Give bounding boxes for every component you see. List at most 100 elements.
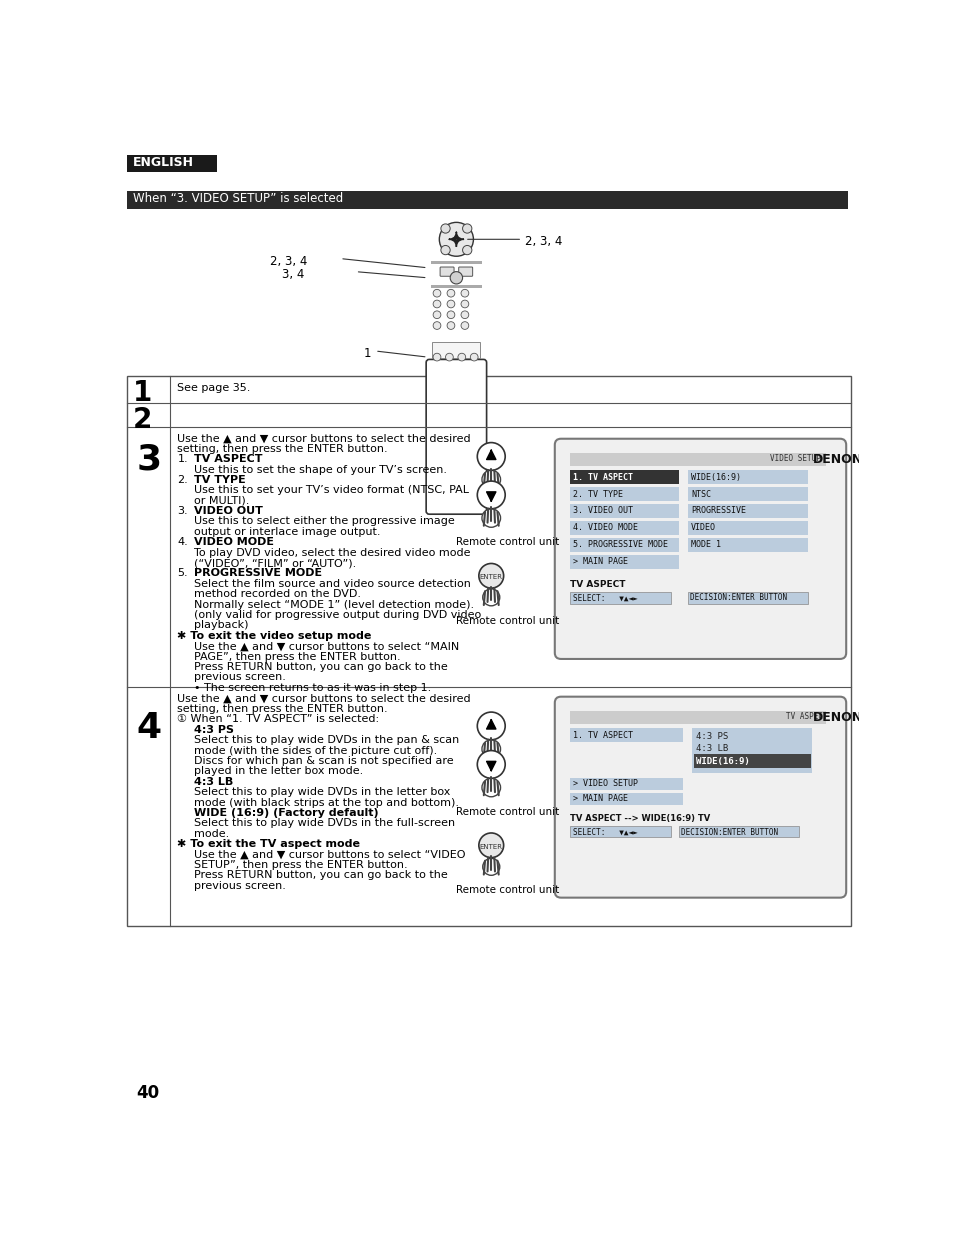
Text: TV ASPECT --> WIDE(16:9) TV: TV ASPECT --> WIDE(16:9) TV — [570, 814, 710, 824]
Bar — [570, 538, 679, 552]
Circle shape — [476, 443, 505, 470]
Text: 1. TV ASPECT: 1. TV ASPECT — [573, 731, 633, 740]
Text: Select the film source and video source detection: Select the film source and video source … — [194, 579, 471, 589]
Text: When “3. VIDEO SETUP” is selected: When “3. VIDEO SETUP” is selected — [133, 192, 343, 205]
Text: 3: 3 — [136, 443, 161, 476]
Text: PAGE”, then press the ENTER button.: PAGE”, then press the ENTER button. — [194, 652, 400, 662]
Text: (“VIDEO”, “FILM” or “AUTO”).: (“VIDEO”, “FILM” or “AUTO”). — [194, 558, 356, 568]
Circle shape — [481, 508, 500, 527]
Text: 1.: 1. — [177, 454, 188, 464]
Text: setting, then press the ENTER button.: setting, then press the ENTER button. — [177, 444, 388, 454]
Text: WIDE(16:9): WIDE(16:9) — [695, 757, 749, 766]
Text: VIDEO SETUP: VIDEO SETUP — [769, 454, 821, 463]
Circle shape — [447, 301, 455, 308]
Text: ENTER: ENTER — [479, 574, 502, 580]
Text: mode (with the sides of the picture cut off).: mode (with the sides of the picture cut … — [194, 746, 437, 756]
Bar — [679, 826, 798, 836]
Text: output or interlace image output.: output or interlace image output. — [194, 527, 380, 537]
Text: 2.: 2. — [177, 475, 188, 485]
Text: Use this to set the shape of your TV’s screen.: Use this to set the shape of your TV’s s… — [194, 465, 447, 475]
Text: Remote control unit: Remote control unit — [456, 886, 559, 896]
Circle shape — [478, 833, 503, 857]
Circle shape — [433, 354, 440, 361]
Text: 2: 2 — [133, 407, 152, 434]
Bar — [570, 778, 682, 790]
Text: MODE 1: MODE 1 — [691, 541, 720, 549]
Circle shape — [440, 245, 450, 255]
Bar — [127, 155, 216, 172]
Text: DECISION:ENTER BUTTON: DECISION:ENTER BUTTON — [680, 828, 778, 836]
Text: Use this to set your TV’s video format (NTSC, PAL: Use this to set your TV’s video format (… — [194, 485, 469, 495]
Text: Press RETURN button, you can go back to the: Press RETURN button, you can go back to … — [194, 871, 448, 881]
Text: Use the ▲ and ▼ cursor buttons to select the desired: Use the ▲ and ▼ cursor buttons to select… — [177, 694, 471, 704]
Text: 2, 3, 4: 2, 3, 4 — [270, 255, 308, 267]
Text: 4:3 LB: 4:3 LB — [695, 745, 727, 753]
Circle shape — [460, 289, 468, 297]
Circle shape — [470, 354, 477, 361]
Text: 3.: 3. — [177, 506, 188, 516]
Text: SELECT:   ▼▲◄►: SELECT: ▼▲◄► — [572, 594, 637, 602]
Bar — [570, 453, 825, 466]
Circle shape — [481, 740, 500, 758]
Text: DECISION:ENTER BUTTON: DECISION:ENTER BUTTON — [690, 594, 787, 602]
Text: Use this to select either the progressive image: Use this to select either the progressiv… — [194, 517, 455, 527]
Text: TV ASPECT: TV ASPECT — [785, 713, 826, 721]
Text: 4: 4 — [136, 710, 161, 745]
Bar — [691, 729, 811, 773]
Circle shape — [447, 322, 455, 329]
Text: Remote control unit: Remote control unit — [456, 616, 559, 626]
Text: PROGRESSIVE MODE: PROGRESSIVE MODE — [194, 569, 322, 579]
Text: 4:3 PS: 4:3 PS — [695, 732, 727, 741]
Text: Select this to play wide DVDs in the pan & scan: Select this to play wide DVDs in the pan… — [194, 735, 459, 745]
Polygon shape — [486, 761, 496, 771]
Circle shape — [460, 310, 468, 319]
Text: TV ASPECT: TV ASPECT — [194, 454, 263, 464]
Circle shape — [462, 224, 472, 233]
Text: 4. VIDEO MODE: 4. VIDEO MODE — [573, 523, 638, 532]
Text: VIDEO: VIDEO — [691, 523, 716, 532]
Bar — [570, 710, 825, 725]
Text: Discs for which pan & scan is not specified are: Discs for which pan & scan is not specif… — [194, 756, 454, 766]
Text: method recorded on the DVD.: method recorded on the DVD. — [194, 589, 361, 599]
Text: 3. VIDEO OUT: 3. VIDEO OUT — [573, 506, 633, 516]
Circle shape — [433, 301, 440, 308]
Text: DENON: DENON — [812, 711, 862, 725]
Text: > VIDEO SETUP: > VIDEO SETUP — [573, 779, 638, 788]
Text: • The screen returns to as it was in step 1.: • The screen returns to as it was in ste… — [194, 683, 431, 693]
FancyBboxPatch shape — [439, 267, 454, 276]
Text: Select this to play wide DVDs in the full-screen: Select this to play wide DVDs in the ful… — [194, 819, 456, 829]
Text: 3, 4: 3, 4 — [282, 267, 304, 281]
Bar — [431, 286, 481, 288]
Text: Remote control unit: Remote control unit — [456, 537, 559, 547]
Text: ENTER: ENTER — [479, 844, 502, 850]
Text: VIDEO MODE: VIDEO MODE — [194, 537, 274, 547]
Text: To play DVD video, select the desired video mode: To play DVD video, select the desired vi… — [194, 548, 471, 558]
Bar — [570, 505, 679, 518]
Circle shape — [476, 481, 505, 508]
Text: played in the letter box mode.: played in the letter box mode. — [194, 767, 363, 777]
Text: 4.: 4. — [177, 537, 188, 547]
Text: previous screen.: previous screen. — [194, 881, 286, 891]
FancyBboxPatch shape — [458, 267, 472, 276]
Text: 4:3 LB: 4:3 LB — [194, 777, 233, 787]
Bar — [570, 729, 682, 742]
Text: ✱ To exit the video setup mode: ✱ To exit the video setup mode — [177, 631, 372, 641]
Polygon shape — [486, 450, 496, 459]
Bar — [570, 555, 679, 569]
Circle shape — [440, 224, 450, 233]
Circle shape — [433, 322, 440, 329]
Text: ① When “1. TV ASPECT” is selected:: ① When “1. TV ASPECT” is selected: — [177, 715, 379, 725]
Text: Use the ▲ and ▼ cursor buttons to select “MAIN: Use the ▲ and ▼ cursor buttons to select… — [194, 641, 459, 651]
Circle shape — [476, 751, 505, 778]
Bar — [570, 487, 679, 501]
Text: Use the ▲ and ▼ cursor buttons to select “VIDEO: Use the ▲ and ▼ cursor buttons to select… — [194, 850, 465, 860]
Text: Select this to play wide DVDs in the letter box: Select this to play wide DVDs in the let… — [194, 787, 451, 797]
Circle shape — [481, 778, 500, 797]
Text: 2, 3, 4: 2, 3, 4 — [524, 235, 561, 249]
Bar — [127, 190, 847, 209]
Text: See page 35.: See page 35. — [177, 383, 251, 393]
Bar — [431, 261, 481, 263]
Bar — [687, 470, 807, 484]
Text: TV TYPE: TV TYPE — [194, 475, 246, 485]
Text: 5.: 5. — [177, 569, 188, 579]
